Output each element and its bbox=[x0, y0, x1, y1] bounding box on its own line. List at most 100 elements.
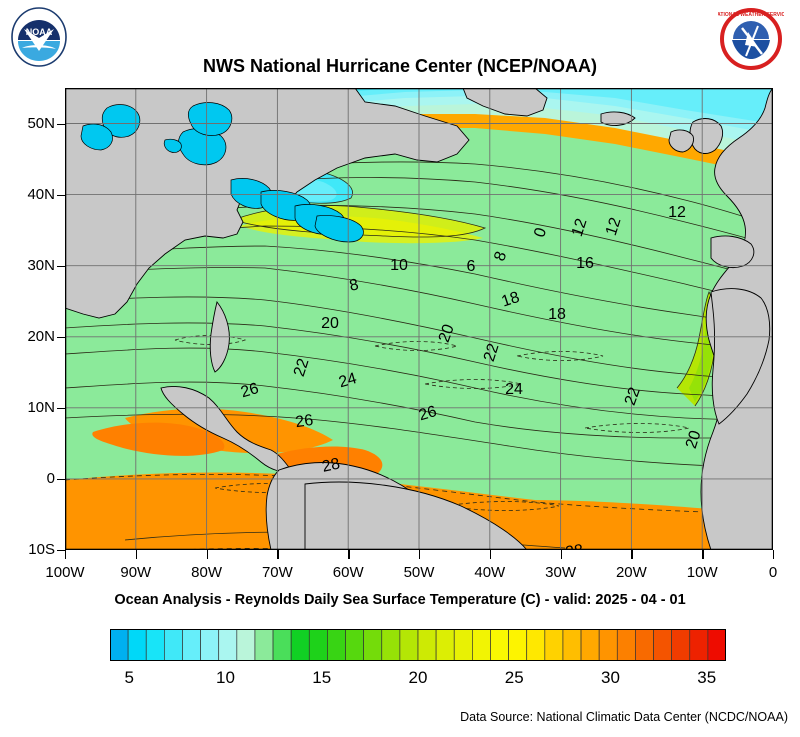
colorbar-cell[interactable] bbox=[616, 629, 636, 661]
y-tick-mark bbox=[57, 407, 65, 410]
contour-label: 26 bbox=[239, 380, 261, 401]
colorbar-cell[interactable] bbox=[598, 629, 618, 661]
x-tick-mark bbox=[135, 550, 138, 559]
page-title: NWS National Hurricane Center (NCEP/NOAA… bbox=[202, 56, 598, 76]
y-tick-20N: 20N bbox=[27, 327, 55, 345]
colorbar-cell[interactable] bbox=[472, 629, 491, 661]
noaa-logo: NOAA bbox=[8, 6, 70, 68]
y-tick-mark bbox=[57, 265, 65, 268]
y-tick-40N: 40N bbox=[27, 185, 55, 203]
colorbar-cell[interactable] bbox=[635, 629, 654, 661]
colorbar-cell[interactable] bbox=[110, 629, 129, 661]
colorbar-cell[interactable] bbox=[200, 629, 220, 661]
contour-label: 16 bbox=[576, 255, 594, 272]
colorbar-cell[interactable] bbox=[236, 629, 256, 661]
x-tick-50W: 50W bbox=[403, 564, 435, 581]
colorbar-cell[interactable] bbox=[435, 629, 455, 661]
contour-label: 24 bbox=[337, 370, 359, 391]
contour-label: 10 bbox=[390, 257, 408, 274]
x-tick-mark bbox=[348, 550, 350, 559]
colorbar-cell[interactable] bbox=[381, 629, 401, 661]
y-tick-mark bbox=[57, 478, 65, 481]
map-subtitle: Ocean Analysis - Reynolds Daily Sea Surf… bbox=[114, 592, 686, 608]
x-tick-mark bbox=[65, 550, 67, 559]
sst-map[interactable]: 0 12 12 12 10 6 8 8 16 18 18 20 20 22 22 24 24 22 26 26 26 20… bbox=[65, 88, 773, 550]
colorbar-cell[interactable] bbox=[145, 629, 165, 661]
x-tick-60W: 60W bbox=[332, 564, 364, 581]
x-tick-70W: 70W bbox=[261, 564, 293, 581]
colorbar-cell[interactable] bbox=[218, 629, 238, 661]
y-tick-mark bbox=[57, 194, 65, 196]
colorbar-cell[interactable] bbox=[399, 629, 419, 661]
y-tick-30N: 30N bbox=[27, 256, 55, 274]
contour-label: 28 bbox=[321, 455, 342, 475]
x-tick-mark bbox=[206, 550, 208, 559]
colorbar-cell[interactable] bbox=[308, 629, 328, 661]
colorbar-svg bbox=[110, 629, 726, 661]
colorbar-cell[interactable] bbox=[562, 629, 582, 661]
x-tick-80W: 80W bbox=[191, 564, 223, 581]
tropical-warm-core-west bbox=[92, 422, 225, 456]
colorbar-cell[interactable] bbox=[163, 629, 183, 661]
colorbar-tick-35: 35 bbox=[697, 668, 717, 687]
colorbar-cell[interactable] bbox=[290, 629, 310, 661]
colorbar-cell[interactable] bbox=[327, 629, 346, 661]
x-tick-20W: 20W bbox=[615, 564, 647, 581]
colorbar-frame bbox=[110, 629, 726, 661]
contour-label: 6 bbox=[467, 258, 476, 275]
colorbar-cell[interactable] bbox=[254, 629, 274, 661]
contour-label: 26 bbox=[294, 412, 314, 431]
noaa-logo-text: NOAA bbox=[26, 27, 53, 37]
x-tick-10W: 10W bbox=[686, 564, 718, 581]
colorbar-cell[interactable] bbox=[272, 629, 292, 661]
data-source-note: Data Source: National Climatic Data Cent… bbox=[460, 710, 788, 724]
x-tick-40W: 40W bbox=[474, 564, 506, 581]
nws-logo: NATIONAL WEATHER SERVICE bbox=[714, 6, 789, 72]
contour-label: 12 bbox=[603, 215, 625, 237]
colorbar-cell[interactable] bbox=[345, 629, 364, 661]
contour-label: 22 bbox=[291, 356, 313, 378]
x-tick-mark bbox=[702, 550, 704, 559]
colorbar-cell[interactable] bbox=[417, 629, 437, 661]
contour-label: 12 bbox=[569, 216, 591, 238]
great-lakes bbox=[80, 102, 364, 243]
colorbar[interactable] bbox=[110, 629, 726, 661]
colorbar-cell[interactable] bbox=[580, 629, 600, 661]
x-tick-100W: 100W bbox=[45, 564, 85, 581]
y-tick-mark bbox=[57, 123, 65, 125]
contour-label: 22 bbox=[622, 385, 644, 408]
x-tick-30W: 30W bbox=[545, 564, 577, 581]
contour-label: 24 bbox=[505, 381, 523, 398]
contour-label: 20 bbox=[436, 322, 458, 345]
colorbar-cell[interactable] bbox=[689, 629, 709, 661]
colorbar-cell[interactable] bbox=[182, 629, 201, 661]
x-tick-90W: 90W bbox=[120, 564, 152, 581]
y-tick-50N: 50N bbox=[27, 114, 55, 132]
x-tick-mark bbox=[631, 550, 633, 559]
colorbar-cell[interactable] bbox=[671, 629, 691, 661]
colorbar-cell[interactable] bbox=[707, 629, 726, 661]
x-tick-mark bbox=[773, 550, 775, 559]
colorbar-cell[interactable] bbox=[453, 629, 473, 661]
colorbar-tick-25: 25 bbox=[504, 668, 524, 687]
contour-label: 20 bbox=[321, 315, 339, 332]
colorbar-cell[interactable] bbox=[363, 629, 383, 661]
colorbar-cell[interactable] bbox=[127, 629, 147, 661]
colorbar-cell[interactable] bbox=[653, 629, 673, 661]
contour-label: 28 bbox=[564, 542, 584, 550]
contour-label: 20 bbox=[683, 428, 705, 450]
y-tick-10S: 10S bbox=[28, 541, 55, 558]
colorbar-tick-5: 5 bbox=[124, 668, 134, 687]
colorbar-cell[interactable] bbox=[544, 629, 564, 661]
y-tick-mark bbox=[57, 550, 65, 552]
nws-logo-text: NATIONAL WEATHER SERVICE bbox=[718, 12, 784, 18]
y-tick-10N: 10N bbox=[27, 398, 55, 416]
colorbar-cell[interactable] bbox=[490, 629, 509, 661]
y-tick-0: 0 bbox=[46, 469, 55, 487]
contour-label: 26 bbox=[417, 403, 439, 424]
map-gridlines bbox=[65, 88, 773, 550]
colorbar-cell[interactable] bbox=[508, 629, 528, 661]
colorbar-cell[interactable] bbox=[526, 629, 546, 661]
